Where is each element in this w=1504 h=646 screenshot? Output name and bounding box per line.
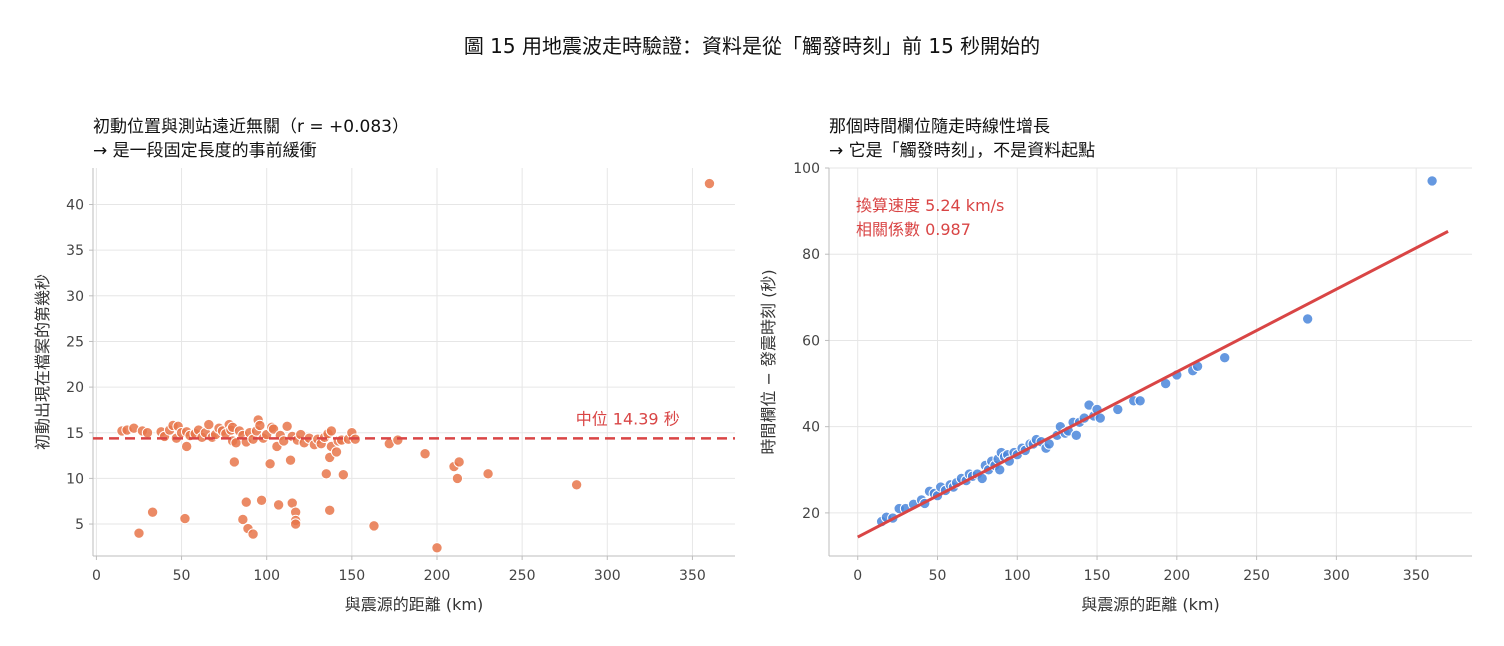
data-point [453,456,465,468]
data-point [482,468,494,480]
median-label: 中位 14.39 秒 [576,409,680,428]
data-point [289,518,302,530]
y-tick-label: 60 [802,333,820,349]
x-tick-label: 300 [1323,568,1350,584]
data-point [1426,175,1438,187]
data-point [451,472,464,485]
data-point [203,418,215,431]
y-tick-label: 100 [793,161,820,177]
figure-title: 圖 15 用地震波走時驗證：資料是從「觸發時刻」前 15 秒開始的 [463,34,1041,58]
x-axis-label: 與震源的距離 (km) [345,595,483,614]
data-point [324,504,336,517]
data-point [337,469,350,481]
data-point [179,512,191,525]
x-tick-label: 350 [1403,568,1430,584]
x-tick-label: 250 [1243,568,1270,584]
y-tick-label: 15 [66,426,84,442]
data-point [1301,313,1314,325]
panel-title-line: 初動位置與測站遠近無關（r = +0.083） [93,117,409,137]
left-panel: 0 50 100 150 200 250 300 350 5 10 15 20 25 30 35 40 與震源的… [33,117,735,614]
y-tick-label: 5 [75,517,84,533]
data-point [330,446,343,458]
x-tick-label: 0 [92,568,101,584]
data-point [431,542,443,554]
data-point [141,427,154,439]
y-tick-label: 40 [802,420,820,436]
data-point [1070,429,1083,441]
panel-title-line: → 它是「觸發時刻」，不是資料起點 [829,141,1095,161]
data-point [284,454,297,466]
y-axis-label: 初動出現在檔案的第幾秒 [33,274,52,450]
data-point [1112,403,1124,416]
x-tick-label: 200 [424,568,451,584]
y-tick-label: 35 [66,243,84,259]
fit-line [857,230,1449,539]
stats-annotation-line: 相關係數 0.987 [856,220,971,239]
data-point [570,479,583,491]
data-point [254,419,266,432]
x-tick-label: 250 [509,568,536,584]
data-point [180,440,193,453]
x-tick-label: 100 [253,568,280,584]
right-panel: 0 50 100 150 200 250 300 350 20 40 60 80 100 與震源的距離 (… [759,117,1472,614]
panel-title-line: 那個時間欄位隨走時線性增長 [829,117,1050,137]
data-point [320,468,332,480]
x-axis-label: 與震源的距離 (km) [1081,595,1219,614]
data-point [247,528,259,540]
y-tick-label: 10 [66,471,84,487]
data-point [1134,395,1146,407]
data-point [146,506,159,518]
x-tick-label: 300 [594,568,621,584]
x-tick-label: 100 [1004,568,1031,584]
panel-title-line: → 是一段固定長度的事前緩衝 [93,141,317,161]
y-tick-label: 80 [802,247,820,263]
y-tick-label: 20 [802,506,820,522]
data-point [272,499,285,511]
data-point [419,448,431,460]
x-tick-label: 50 [173,568,191,584]
data-point [133,527,145,539]
stats-annotation-line: 換算速度 5.24 km/s [856,196,1004,215]
x-tick-label: 150 [338,568,365,584]
data-point [281,420,293,433]
y-tick-label: 30 [66,289,84,305]
data-point [255,494,268,507]
x-tick-label: 150 [1084,568,1111,584]
data-point [228,456,241,468]
x-tick-label: 50 [929,568,947,584]
y-axis-label: 時間欄位 − 發震時刻 (秒) [759,269,778,454]
data-point [368,520,380,532]
data-point [237,513,249,526]
x-tick-label: 200 [1163,568,1190,584]
x-tick-label: 350 [679,568,706,584]
data-point [325,425,338,437]
data-point [703,177,716,190]
data-point [240,496,252,508]
y-tick-label: 25 [66,334,84,350]
data-point [392,434,404,446]
data-point [264,458,276,470]
y-tick-label: 40 [66,198,84,214]
x-tick-label: 0 [853,568,862,584]
y-tick-label: 20 [66,380,84,396]
data-point [1218,351,1231,364]
